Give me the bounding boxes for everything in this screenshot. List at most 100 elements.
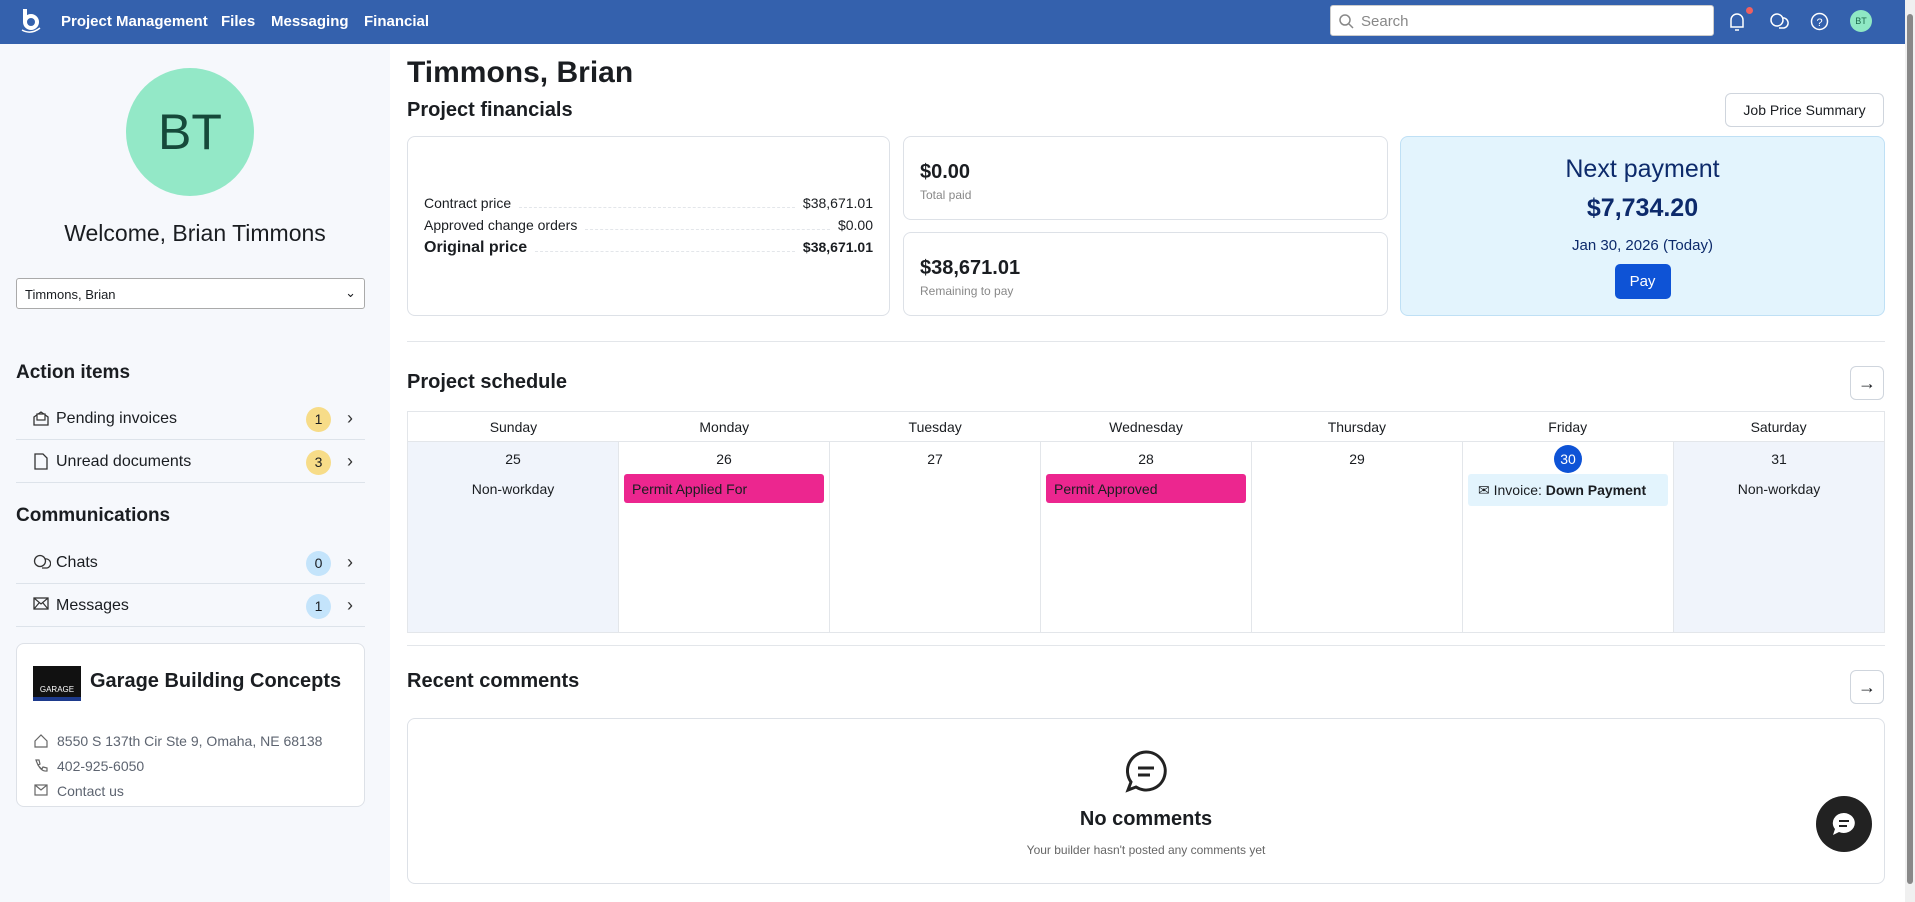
pay-button[interactable]: Pay — [1614, 264, 1671, 299]
no-comments-subtitle: Your builder hasn't posted any comments … — [1026, 843, 1266, 857]
arrow-right-icon: → — [1858, 677, 1876, 697]
action-item-unread-documents[interactable]: Unread documents 3 › — [16, 441, 365, 483]
invoice-name: Down Payment — [1545, 482, 1647, 498]
company-address: 8550 S 137th Cir Ste 9, Omaha, NE 68138 — [57, 733, 323, 749]
next-payment-date: Jan 30, 2026 (Today) — [1572, 237, 1713, 254]
chevron-right-icon: › — [347, 552, 353, 572]
count-badge: 1 — [306, 407, 331, 432]
calendar-day-today[interactable]: 30 ✉ Invoice: Down Payment — [1463, 442, 1674, 632]
scrollbar-thumb[interactable] — [1907, 14, 1913, 884]
chat-icon[interactable] — [1769, 12, 1789, 30]
total-paid-label: Total paid — [920, 188, 972, 202]
communication-label: Chats — [56, 554, 98, 571]
chevron-right-icon: › — [347, 595, 353, 615]
page-scrollbar[interactable] — [1905, 0, 1915, 902]
calendar-header: Sunday Monday Tuesday Wednesday Thursday… — [408, 412, 1884, 442]
communication-messages[interactable]: Messages 1 › — [16, 585, 365, 627]
count-badge: 0 — [306, 551, 331, 576]
chat-icon — [33, 554, 51, 569]
price-breakdown-card: Contract price $38,671.01 Approved change… — [407, 136, 890, 316]
invoice-prefix: Invoice: — [1493, 482, 1542, 498]
comments-arrow-right-button[interactable]: → — [1850, 670, 1884, 704]
date-number: 31 — [1771, 451, 1787, 467]
date-number: 25 — [505, 451, 521, 467]
line-value: $38,671.01 — [802, 239, 873, 255]
bell-icon[interactable] — [1728, 12, 1746, 32]
comments-panel: No comments Your builder hasn't posted a… — [407, 718, 1885, 884]
search-icon — [1339, 14, 1354, 29]
comments-heading: Recent comments — [407, 670, 580, 692]
date-number: 26 — [716, 451, 732, 467]
next-payment-amount: $7,734.20 — [1586, 194, 1699, 222]
calendar-day[interactable]: 28 Permit Approved — [1041, 442, 1252, 632]
financials-heading: Project financials — [407, 99, 573, 121]
action-item-label: Unread documents — [56, 453, 192, 470]
contract-price-row: Contract price $38,671.01 — [424, 195, 873, 211]
company-logo: GARAGE — [33, 666, 81, 701]
divider — [407, 341, 1885, 342]
nav-messaging[interactable]: Messaging — [271, 13, 349, 30]
calendar-day[interactable]: 26 Permit Applied For — [619, 442, 830, 632]
action-items-heading: Action items — [16, 362, 131, 383]
top-nav-bar: Project Management Files Messaging Finan… — [0, 0, 1905, 44]
line-value: $0.00 — [837, 217, 873, 233]
communications-heading: Communications — [16, 505, 171, 526]
app-logo-icon[interactable] — [20, 8, 42, 34]
day-header: Tuesday — [908, 419, 962, 435]
schedule-arrow-right-button[interactable]: → — [1850, 366, 1884, 400]
count-badge: 1 — [306, 594, 331, 619]
contact-us-link[interactable]: Contact us — [57, 783, 124, 799]
calendar-day[interactable]: 29 — [1252, 442, 1463, 632]
nav-financial[interactable]: Financial — [364, 13, 430, 30]
total-paid-value: $0.00 — [920, 161, 971, 183]
line-label: Original price — [424, 239, 528, 256]
next-payment-title: Next payment — [1565, 155, 1720, 183]
invoice-event[interactable]: ✉ Invoice: Down Payment — [1468, 474, 1668, 506]
schedule-calendar: Sunday Monday Tuesday Wednesday Thursday… — [407, 411, 1885, 633]
day-header: Friday — [1548, 419, 1588, 435]
chevron-right-icon: › — [347, 408, 353, 428]
phone-icon — [35, 759, 48, 772]
nav-files[interactable]: Files — [221, 13, 256, 30]
calendar-day[interactable]: 25 Non-workday — [408, 442, 619, 632]
search-input[interactable]: Search — [1330, 5, 1714, 36]
chevron-down-icon: ⌄ — [345, 285, 356, 300]
date-number: 29 — [1349, 451, 1365, 467]
action-item-pending-invoices[interactable]: Pending invoices 1 › — [16, 398, 365, 440]
change-orders-row: Approved change orders $0.00 — [424, 217, 873, 233]
calendar-day[interactable]: 31 Non-workday — [1674, 442, 1884, 632]
communication-chats[interactable]: Chats 0 › — [16, 542, 365, 584]
chat-fab-button[interactable] — [1816, 796, 1872, 852]
chevron-right-icon: › — [347, 451, 353, 471]
day-header: Wednesday — [1109, 419, 1183, 435]
action-item-label: Pending invoices — [56, 410, 177, 427]
help-icon[interactable]: ? — [1810, 12, 1829, 31]
mail-icon — [34, 784, 48, 796]
line-value: $38,671.01 — [802, 195, 873, 211]
schedule-heading: Project schedule — [407, 371, 568, 393]
no-comments-title: No comments — [1079, 808, 1213, 830]
today-date-number: 30 — [1554, 445, 1582, 473]
company-card: GARAGE Garage Building Concepts 8550 S 1… — [16, 643, 365, 807]
calendar-day[interactable]: 27 — [830, 442, 1041, 632]
job-select[interactable]: Timmons, Brian ⌄ — [16, 278, 365, 309]
non-workday-label: Non-workday — [471, 481, 555, 497]
home-icon — [34, 734, 48, 748]
company-phone[interactable]: 402-925-6050 — [57, 758, 145, 774]
schedule-event[interactable]: Permit Approved — [1046, 474, 1246, 503]
job-price-summary-button[interactable]: Job Price Summary — [1725, 93, 1884, 127]
notification-dot — [1746, 7, 1753, 14]
schedule-event[interactable]: Permit Applied For — [624, 474, 824, 503]
page-title: Timmons, Brian — [407, 56, 634, 89]
arrow-right-icon: → — [1858, 373, 1876, 393]
day-header: Thursday — [1327, 419, 1387, 435]
document-icon — [34, 453, 48, 470]
user-avatar[interactable]: BT — [1850, 10, 1872, 32]
day-header: Sunday — [489, 419, 538, 435]
next-payment-card: Next payment $7,734.20 Jan 30, 2026 (Tod… — [1400, 136, 1885, 316]
comment-icon — [1125, 750, 1167, 793]
chat-bubble-icon — [1832, 812, 1855, 835]
nav-project-management[interactable]: Project Management — [61, 13, 208, 30]
divider — [407, 645, 1885, 646]
remaining-value: $38,671.01 — [920, 257, 1021, 279]
